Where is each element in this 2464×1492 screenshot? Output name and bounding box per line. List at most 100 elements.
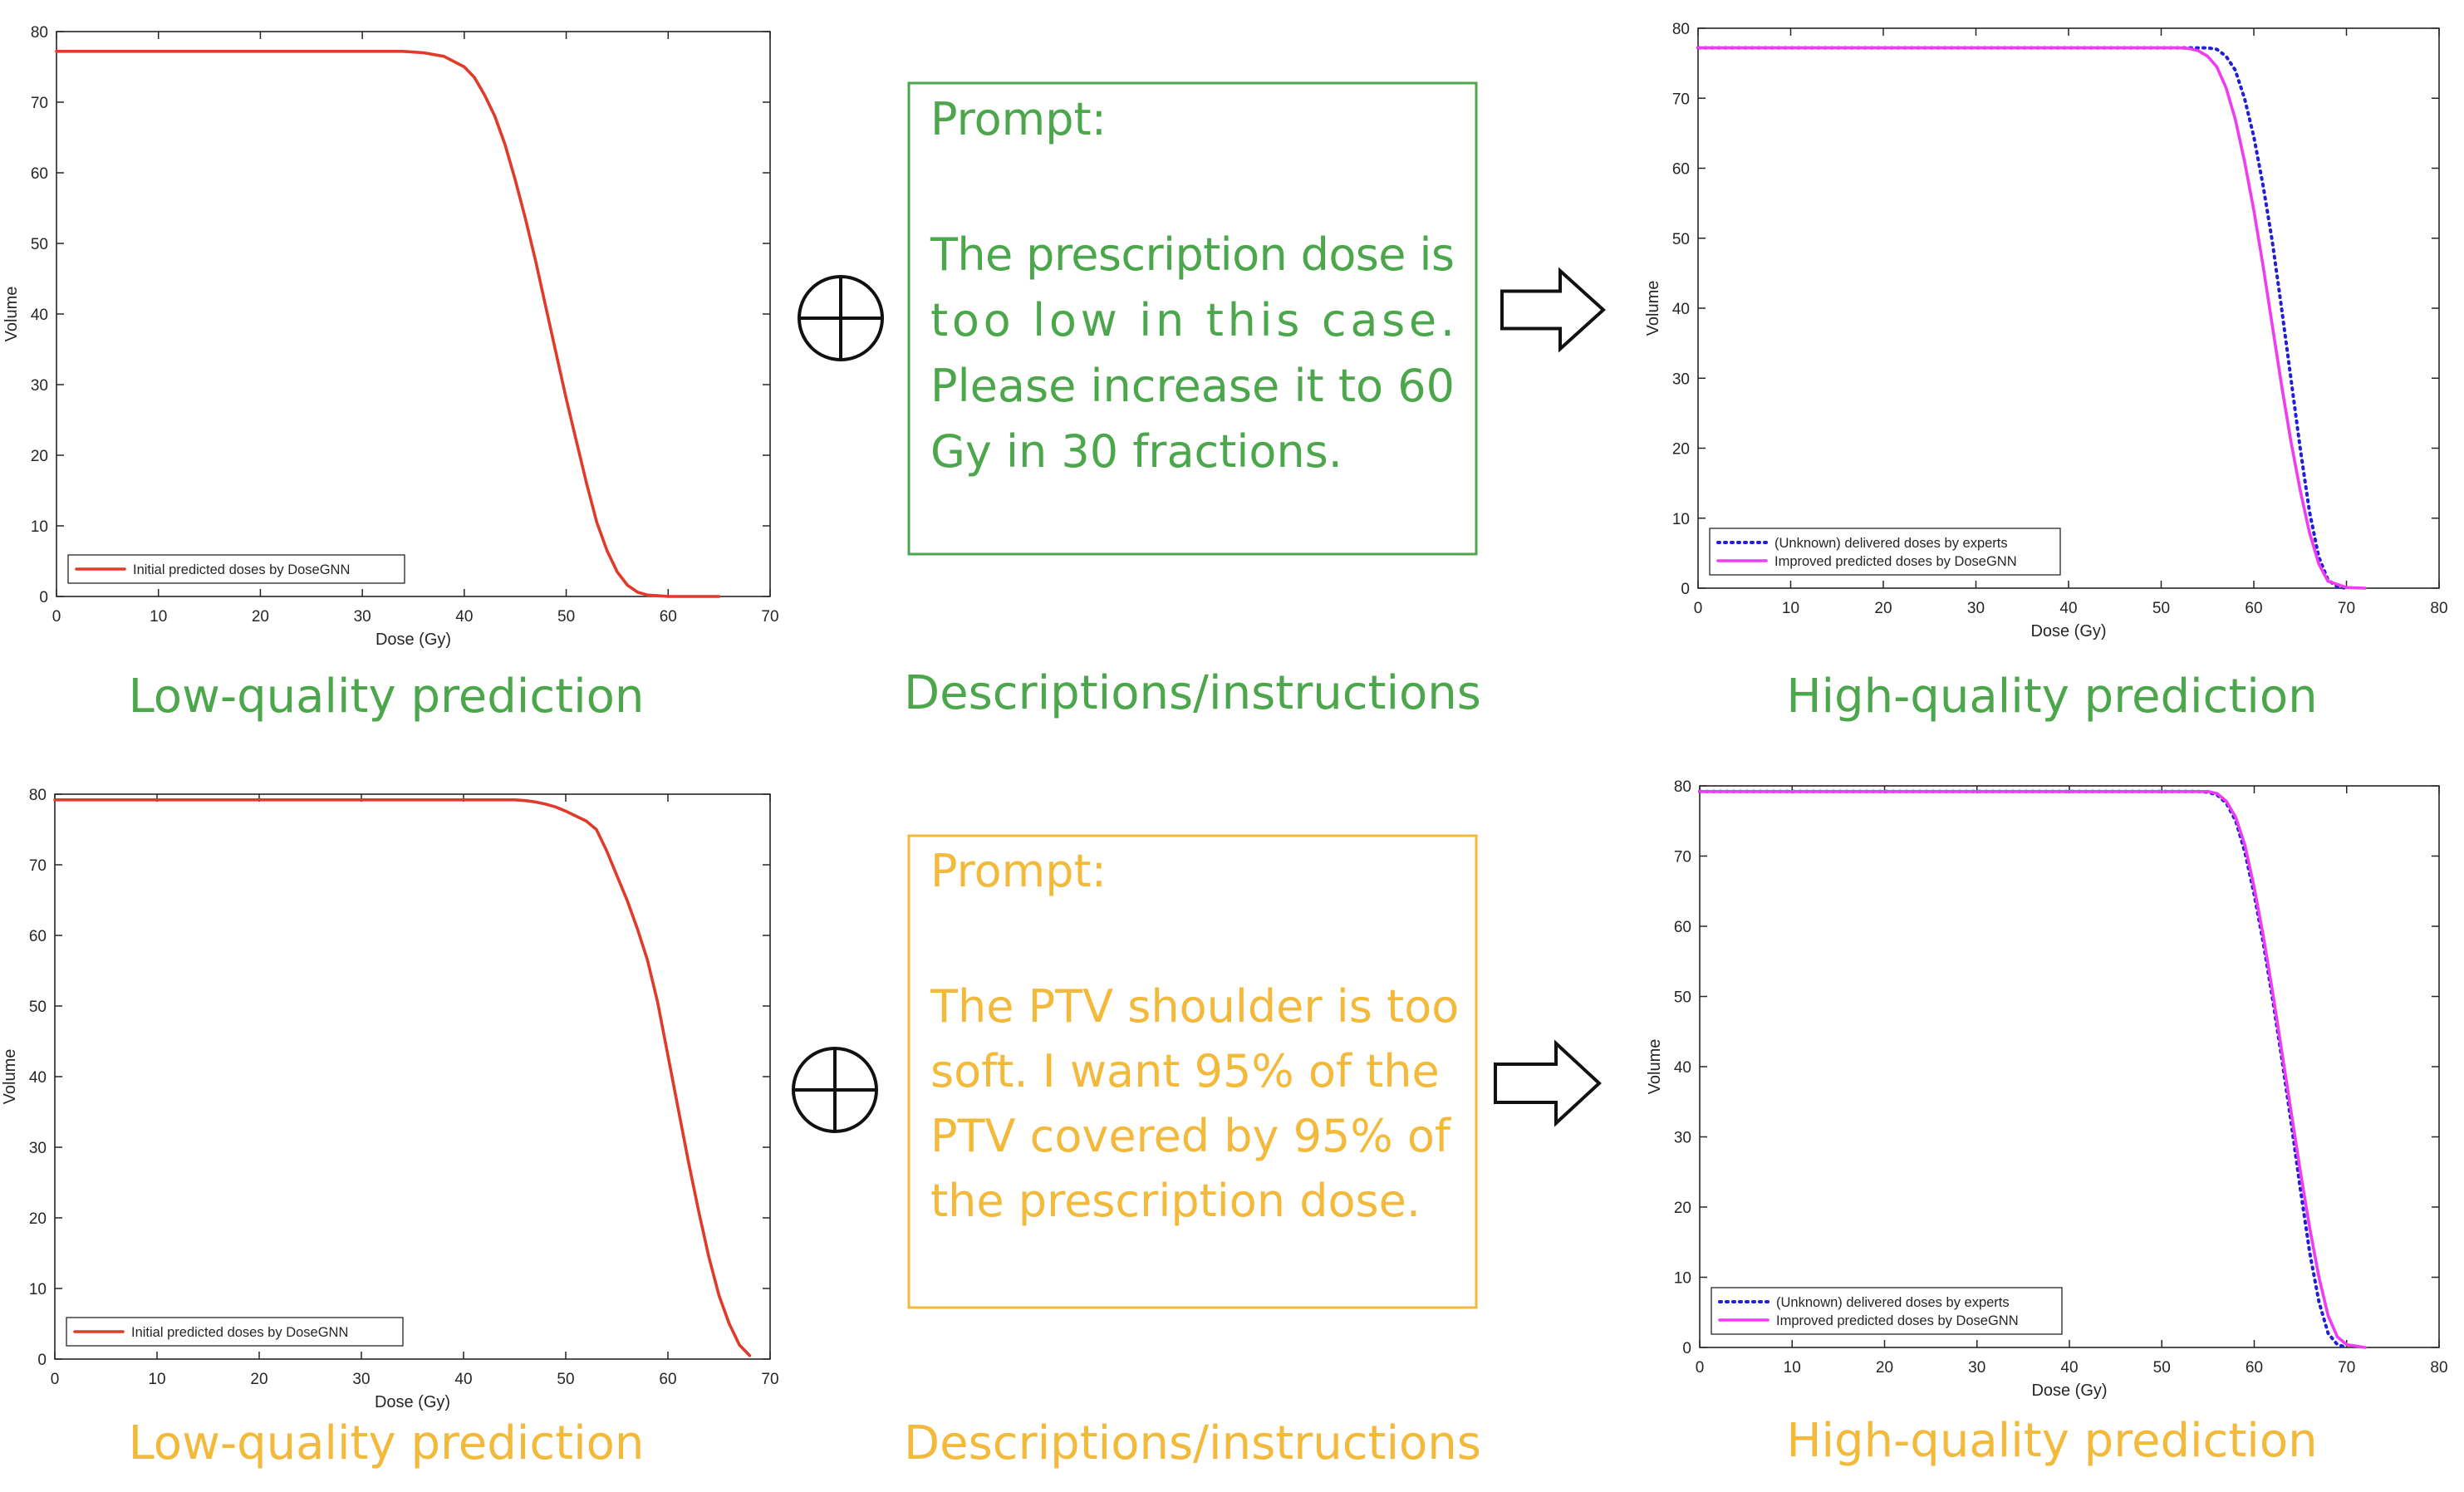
y-tick-label: 60 bbox=[1674, 919, 1691, 936]
x-tick-label: 20 bbox=[250, 1371, 268, 1388]
y-tick-label: 40 bbox=[1672, 301, 1690, 318]
x-tick-label: 0 bbox=[52, 608, 61, 626]
plot-frame bbox=[1699, 785, 2440, 1348]
plot-frame bbox=[54, 793, 771, 1360]
right-arrow-icon bbox=[1500, 267, 1606, 353]
series-line-1 bbox=[1696, 46, 2349, 590]
x-tick-label: 60 bbox=[2245, 600, 2262, 617]
y-tick-label: 30 bbox=[1672, 371, 1690, 388]
mid-caption: Descriptions/instructions bbox=[904, 666, 1481, 720]
legend-label: Improved predicted doses by DoseGNN bbox=[1774, 554, 2017, 569]
circle-plus-icon bbox=[792, 1047, 878, 1133]
prompt-box bbox=[907, 81, 1478, 556]
y-tick-label: 70 bbox=[29, 857, 47, 875]
prompt-line: The prescription dose is bbox=[930, 228, 1455, 281]
y-tick-label: 10 bbox=[31, 518, 48, 536]
series-line-1 bbox=[55, 49, 721, 598]
x-tick-label: 80 bbox=[2430, 1359, 2447, 1377]
x-tick-label: 30 bbox=[1967, 600, 1985, 617]
y-axis-label: Volume bbox=[1644, 281, 1662, 336]
y-tick-label: 20 bbox=[1674, 1200, 1691, 1217]
x-tick-label: 10 bbox=[1782, 600, 1799, 617]
series-line-2 bbox=[1696, 46, 2367, 590]
x-tick-label: 80 bbox=[2430, 600, 2447, 617]
y-tick-label: 30 bbox=[31, 377, 48, 395]
legend-box bbox=[1711, 1287, 2063, 1335]
x-tick-label: 70 bbox=[2338, 1359, 2355, 1377]
prompt-line: The PTV shoulder is too bbox=[930, 980, 1459, 1033]
y-tick-label: 80 bbox=[31, 24, 48, 42]
y-axis-label: Volume bbox=[2, 287, 21, 342]
y-tick-label: 70 bbox=[31, 95, 48, 112]
y-tick-label: 80 bbox=[1674, 778, 1691, 796]
legend: (Unknown) delivered doses by experts Impr… bbox=[1709, 528, 2061, 576]
legend-box bbox=[1709, 528, 2061, 576]
legend-label: (Unknown) delivered doses by experts bbox=[1776, 1295, 2010, 1310]
circle-plus-icon bbox=[798, 275, 884, 361]
y-tick-label: 10 bbox=[29, 1281, 47, 1298]
legend-label: (Unknown) delivered doses by experts bbox=[1774, 536, 2008, 551]
legend: Initial predicted doses by DoseGNN bbox=[67, 554, 405, 584]
y-tick-label: 70 bbox=[1674, 849, 1691, 866]
y-tick-label: 0 bbox=[1681, 581, 1690, 598]
y-tick-label: 60 bbox=[31, 165, 48, 183]
y-tick-label: 20 bbox=[29, 1210, 47, 1228]
chart-1: 0 10 20 30 40 50 60 70 0 10 20 30 40 50 60 70 80 Dose (Gy… bbox=[2, 24, 779, 649]
x-tick-label: 40 bbox=[455, 608, 473, 626]
y-tick-label: 80 bbox=[29, 787, 47, 804]
x-tick-label: 40 bbox=[454, 1371, 472, 1388]
y-axis-label: Volume bbox=[1646, 1039, 1664, 1095]
y-tick-label: 60 bbox=[1672, 161, 1690, 179]
legend-label: Initial predicted doses by DoseGNN bbox=[133, 562, 350, 577]
legend: Initial predicted doses by DoseGNN bbox=[66, 1317, 404, 1347]
x-tick-label: 30 bbox=[354, 608, 371, 626]
plot-frame bbox=[1697, 27, 2440, 589]
y-tick-label: 10 bbox=[1672, 511, 1690, 528]
legend-label: Initial predicted doses by DoseGNN bbox=[131, 1325, 348, 1340]
x-tick-label: 10 bbox=[150, 608, 167, 626]
x-tick-label: 70 bbox=[761, 608, 778, 626]
x-tick-label: 70 bbox=[761, 1371, 778, 1388]
y-tick-label: 20 bbox=[1672, 441, 1690, 459]
x-tick-label: 0 bbox=[1694, 600, 1703, 617]
y-tick-label: 40 bbox=[1674, 1059, 1691, 1077]
x-tick-label: 40 bbox=[2060, 1359, 2078, 1377]
right-arrow-icon bbox=[1494, 1039, 1602, 1127]
prompt-line: PTV covered by 95% of bbox=[930, 1110, 1452, 1162]
y-tick-label: 50 bbox=[31, 236, 48, 253]
prompt-line: Gy in 30 fractions. bbox=[930, 425, 1342, 478]
chart-2: 0 10 20 30 40 50 60 70 80 0 10 20 30 40 50 60 70 80 Dose (… bbox=[1644, 21, 2448, 640]
prompt-box bbox=[907, 834, 1478, 1309]
high-caption: High-quality prediction bbox=[1786, 1414, 2317, 1468]
x-tick-label: 50 bbox=[2152, 600, 2170, 617]
y-tick-label: 50 bbox=[29, 999, 47, 1016]
y-tick-label: 50 bbox=[1672, 231, 1690, 248]
y-tick-label: 70 bbox=[1672, 91, 1690, 108]
x-tick-label: 30 bbox=[1968, 1359, 1985, 1377]
x-tick-label: 70 bbox=[2338, 600, 2355, 617]
y-tick-label: 30 bbox=[1674, 1130, 1691, 1147]
y-tick-label: 20 bbox=[31, 448, 48, 465]
row-1: Low-quality prediction Descriptions/instr… bbox=[129, 81, 2318, 724]
high-caption: High-quality prediction bbox=[1786, 670, 2317, 724]
y-tick-label: 0 bbox=[39, 589, 48, 606]
prompt-line: too low in this case. bbox=[930, 294, 1455, 346]
legend: (Unknown) delivered doses by experts Impr… bbox=[1711, 1287, 2063, 1335]
x-axis-label: Dose (Gy) bbox=[2030, 622, 2106, 640]
y-tick-label: 60 bbox=[29, 928, 47, 945]
x-tick-label: 0 bbox=[1696, 1359, 1705, 1377]
x-tick-label: 50 bbox=[2153, 1359, 2171, 1377]
y-tick-label: 40 bbox=[29, 1069, 47, 1087]
y-tick-label: 50 bbox=[1674, 989, 1691, 1007]
y-axis-label: Volume bbox=[1, 1049, 19, 1105]
y-tick-label: 10 bbox=[1674, 1270, 1691, 1288]
x-tick-label: 0 bbox=[51, 1371, 60, 1388]
legend-label: Improved predicted doses by DoseGNN bbox=[1776, 1313, 2019, 1328]
x-axis-label: Dose (Gy) bbox=[375, 1393, 450, 1411]
prompt-line: Please increase it to 60 bbox=[930, 360, 1455, 412]
x-tick-label: 40 bbox=[2059, 600, 2077, 617]
x-tick-label: 50 bbox=[557, 1371, 574, 1388]
y-tick-label: 0 bbox=[37, 1352, 47, 1369]
prompt-title: Prompt: bbox=[930, 93, 1107, 145]
